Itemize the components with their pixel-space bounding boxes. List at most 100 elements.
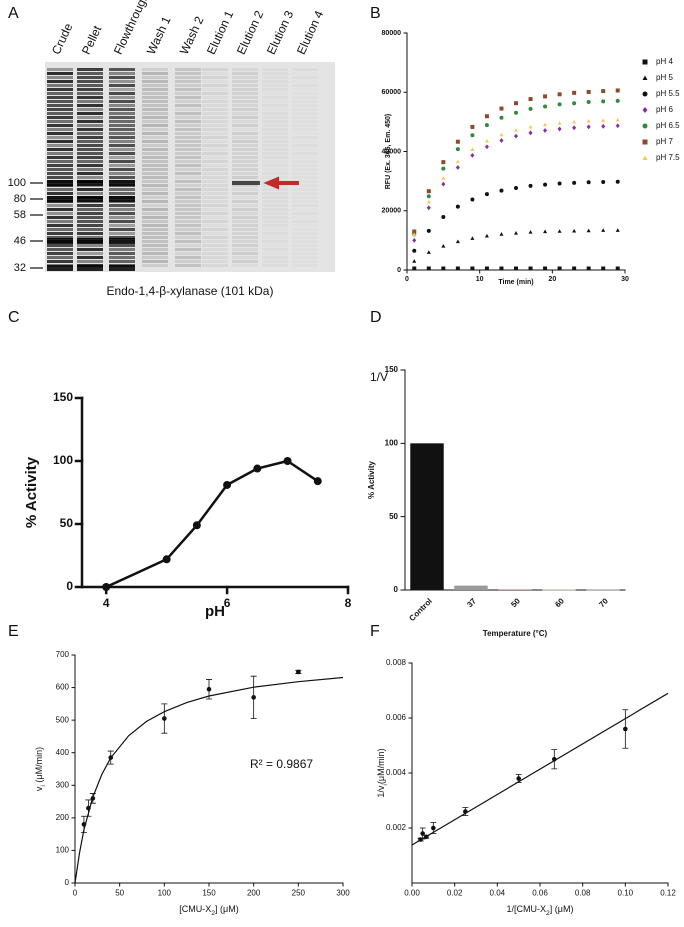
gel-band bbox=[232, 228, 258, 231]
gel-band bbox=[202, 84, 228, 87]
gel-band bbox=[142, 96, 168, 99]
gel-band-strong bbox=[47, 196, 73, 202]
gel-band bbox=[202, 156, 228, 159]
gel-band bbox=[142, 196, 168, 199]
gel-band bbox=[142, 128, 168, 131]
gel-band bbox=[232, 220, 258, 223]
gel-band bbox=[47, 168, 73, 171]
gel-band bbox=[292, 112, 318, 115]
gel-band bbox=[202, 220, 228, 223]
gel-band bbox=[77, 248, 103, 251]
gel-band bbox=[109, 220, 135, 223]
gel-band bbox=[109, 104, 135, 107]
gel-band bbox=[232, 236, 258, 239]
point bbox=[572, 266, 577, 271]
gel-band bbox=[47, 136, 73, 139]
gel-band bbox=[77, 80, 103, 83]
gel-band bbox=[109, 120, 135, 123]
gel-band bbox=[292, 192, 318, 195]
point bbox=[615, 88, 620, 93]
y-tick-label: 0.008 bbox=[386, 658, 407, 667]
gel-band bbox=[202, 236, 228, 239]
point bbox=[615, 179, 620, 184]
gel-band bbox=[292, 168, 318, 171]
gel-band bbox=[77, 96, 103, 99]
gel-band bbox=[175, 92, 201, 95]
point bbox=[543, 266, 548, 271]
gel-band bbox=[109, 132, 135, 135]
gel-band bbox=[47, 100, 73, 103]
y-tick-label: 500 bbox=[56, 715, 70, 724]
gel-band bbox=[175, 188, 201, 191]
gel-band bbox=[262, 100, 288, 103]
gel-band bbox=[47, 104, 73, 107]
point bbox=[615, 228, 620, 232]
gel-band bbox=[175, 120, 201, 123]
point bbox=[470, 124, 475, 129]
point bbox=[499, 115, 504, 120]
gel-band bbox=[109, 176, 135, 179]
gel-band bbox=[232, 168, 258, 171]
gel-band bbox=[109, 84, 135, 87]
gel-band-strong bbox=[47, 180, 73, 186]
y-tick-label: 60000 bbox=[382, 89, 402, 96]
legend-label: pH 7.5 bbox=[656, 153, 680, 162]
point bbox=[441, 176, 446, 180]
gel-band bbox=[77, 124, 103, 127]
gel-band bbox=[109, 80, 135, 83]
point bbox=[572, 101, 577, 106]
gel-band bbox=[142, 108, 168, 111]
gel-band bbox=[175, 244, 201, 247]
gel-band bbox=[202, 92, 228, 95]
gel-band bbox=[262, 172, 288, 175]
point bbox=[431, 825, 436, 831]
gel-band bbox=[47, 108, 73, 111]
gel-band bbox=[292, 172, 318, 175]
gel-band bbox=[47, 192, 73, 195]
gel-band bbox=[47, 124, 73, 127]
gel-band bbox=[109, 108, 135, 111]
point bbox=[615, 117, 620, 122]
gel-band bbox=[262, 108, 288, 111]
point bbox=[572, 125, 577, 131]
x-tick-label: 0.08 bbox=[575, 888, 591, 897]
gel-band bbox=[232, 76, 258, 79]
gel-band bbox=[175, 252, 201, 255]
gel-band bbox=[142, 208, 168, 211]
bar bbox=[454, 585, 488, 590]
point bbox=[418, 837, 423, 842]
gel-band bbox=[47, 220, 73, 223]
gel-band bbox=[142, 168, 168, 171]
gel-band bbox=[47, 80, 73, 83]
gel-band bbox=[202, 100, 228, 103]
gel-band bbox=[109, 232, 135, 235]
gel-band bbox=[232, 240, 258, 243]
gel-band bbox=[262, 200, 288, 203]
point bbox=[586, 100, 591, 105]
gel-band bbox=[292, 68, 318, 71]
point bbox=[572, 228, 577, 233]
legend-label: pH 7 bbox=[656, 137, 673, 146]
gel-band bbox=[232, 124, 258, 127]
gel-band bbox=[232, 96, 258, 99]
gel-band bbox=[142, 224, 168, 227]
gel-band bbox=[262, 156, 288, 159]
gel-band bbox=[142, 120, 168, 123]
gel-band bbox=[109, 248, 135, 251]
gel-band bbox=[77, 116, 103, 119]
y-tick-label: 600 bbox=[56, 683, 70, 692]
point bbox=[623, 726, 628, 732]
gel-band bbox=[77, 236, 103, 239]
gel-band bbox=[142, 176, 168, 179]
point bbox=[557, 181, 562, 186]
gel-band bbox=[142, 116, 168, 119]
gel-band bbox=[175, 144, 201, 147]
gel-band bbox=[47, 224, 73, 227]
point bbox=[86, 805, 91, 811]
legend-marker bbox=[642, 91, 648, 97]
gel-band bbox=[292, 144, 318, 147]
point bbox=[615, 266, 620, 271]
gel-band bbox=[232, 184, 258, 187]
gel-band bbox=[232, 112, 258, 115]
gel-band bbox=[232, 192, 258, 195]
